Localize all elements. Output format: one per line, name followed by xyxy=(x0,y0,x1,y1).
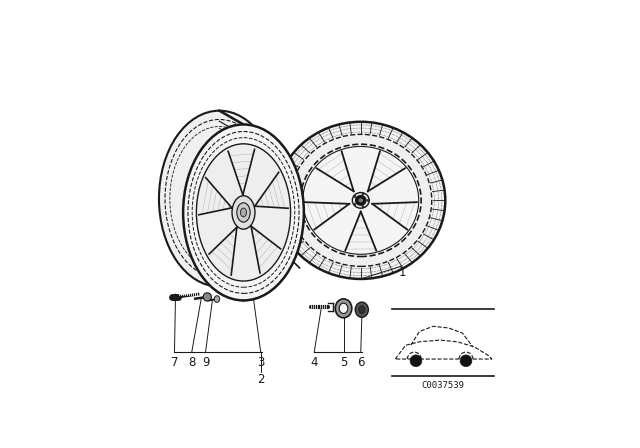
Text: C0037539: C0037539 xyxy=(421,381,464,390)
Ellipse shape xyxy=(355,195,366,205)
Ellipse shape xyxy=(159,111,280,287)
Ellipse shape xyxy=(358,198,364,203)
Ellipse shape xyxy=(335,299,352,318)
Text: 1: 1 xyxy=(399,266,406,279)
Ellipse shape xyxy=(276,122,445,279)
Text: 6: 6 xyxy=(357,356,365,369)
Ellipse shape xyxy=(214,296,220,302)
Ellipse shape xyxy=(165,120,274,278)
Ellipse shape xyxy=(188,132,299,293)
Ellipse shape xyxy=(241,208,246,217)
Circle shape xyxy=(410,355,422,366)
Ellipse shape xyxy=(352,193,369,208)
Ellipse shape xyxy=(290,134,432,267)
Text: 8: 8 xyxy=(188,356,195,369)
Text: 9: 9 xyxy=(202,356,209,369)
Circle shape xyxy=(460,355,472,366)
Ellipse shape xyxy=(232,196,255,229)
Circle shape xyxy=(203,293,211,301)
Ellipse shape xyxy=(358,306,365,314)
Text: 2: 2 xyxy=(257,373,264,386)
Text: 5: 5 xyxy=(340,356,348,369)
Text: 4: 4 xyxy=(310,356,318,369)
Circle shape xyxy=(362,193,364,195)
Circle shape xyxy=(354,203,356,206)
Text: 3: 3 xyxy=(257,356,264,369)
Circle shape xyxy=(362,206,364,208)
Ellipse shape xyxy=(170,126,269,271)
Ellipse shape xyxy=(192,138,295,287)
Ellipse shape xyxy=(300,144,421,257)
Ellipse shape xyxy=(355,302,369,317)
Text: 7: 7 xyxy=(171,356,179,369)
Circle shape xyxy=(354,195,356,198)
Ellipse shape xyxy=(183,125,304,301)
Ellipse shape xyxy=(339,303,348,314)
Ellipse shape xyxy=(196,144,291,281)
Ellipse shape xyxy=(237,203,250,222)
Circle shape xyxy=(367,199,369,202)
